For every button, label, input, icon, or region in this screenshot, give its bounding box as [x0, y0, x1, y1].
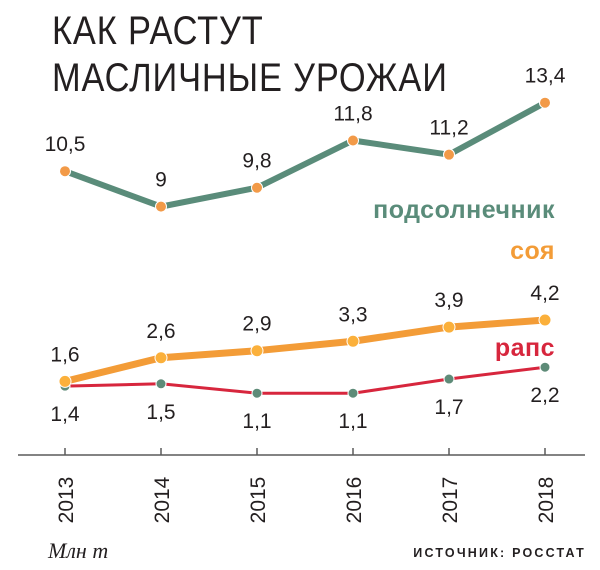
data-label: 3,3 [338, 303, 367, 326]
units-label: Млн т [48, 538, 109, 563]
data-point [442, 320, 456, 334]
data-label: 1,1 [338, 410, 367, 433]
x-ticks [64, 448, 546, 455]
data-point [59, 165, 71, 178]
data-point [346, 334, 360, 348]
x-tick-label: 2013 [55, 477, 78, 524]
data-point [538, 313, 552, 327]
data-point [443, 148, 455, 161]
x-tick-labels: 2013 2014 2015 2016 2017 2018 [55, 476, 558, 523]
data-label: 2,9 [242, 313, 271, 336]
data-point [443, 373, 455, 385]
data-point [347, 387, 359, 399]
data-point [251, 387, 263, 399]
chart-title: КАК РАСТУТ МАСЛИЧНЫЕ УРОЖАИ [52, 9, 448, 100]
data-label: 3,9 [434, 289, 463, 312]
data-point [250, 344, 264, 358]
data-label: 1,6 [50, 343, 79, 366]
data-label: 4,2 [530, 282, 559, 305]
data-point [155, 200, 167, 213]
x-tick-label: 2018 [535, 477, 558, 524]
series-lines [61, 99, 549, 395]
series-name-label: подсолнечник [373, 196, 555, 224]
x-tick-label: 2017 [439, 477, 462, 524]
data-label: 13,4 [525, 65, 566, 88]
data-label: 11,2 [429, 117, 468, 140]
data-label: 1,1 [242, 410, 271, 433]
data-labels: 10,5 9 9,8 11,8 11,2 13,4 1,6 2,6 2,9 3,3 3,9 4,2 1,… [45, 65, 566, 434]
x-tick-label: 2014 [151, 476, 174, 523]
data-label: 9 [155, 169, 167, 192]
data-label: 10,5 [45, 133, 86, 156]
data-point [155, 378, 167, 390]
data-label: 1,7 [434, 396, 463, 419]
data-label: 2,2 [530, 384, 559, 407]
series-name-labels: подсолнечник соя рапс [373, 196, 555, 362]
series-markers [58, 96, 552, 399]
data-point [539, 361, 551, 373]
data-point [251, 181, 263, 194]
data-label: 1,5 [146, 401, 175, 424]
data-point [347, 134, 359, 147]
data-point [539, 96, 551, 109]
data-label: 2,6 [146, 320, 175, 343]
x-tick-label: 2016 [343, 477, 366, 524]
source-label: ИСТОЧНИК: РОССТАТ [413, 546, 586, 560]
data-label: 9,8 [242, 150, 271, 173]
data-point [154, 351, 168, 365]
series-line [63, 365, 547, 395]
series-name-label: рапс [495, 334, 555, 362]
data-label: 11,8 [333, 102, 372, 125]
series-name-label: соя [510, 237, 555, 265]
data-label: 1,4 [50, 403, 80, 426]
data-point [58, 374, 72, 388]
x-tick-label: 2015 [247, 477, 270, 524]
series-line [62, 99, 548, 210]
series-line [61, 316, 549, 385]
